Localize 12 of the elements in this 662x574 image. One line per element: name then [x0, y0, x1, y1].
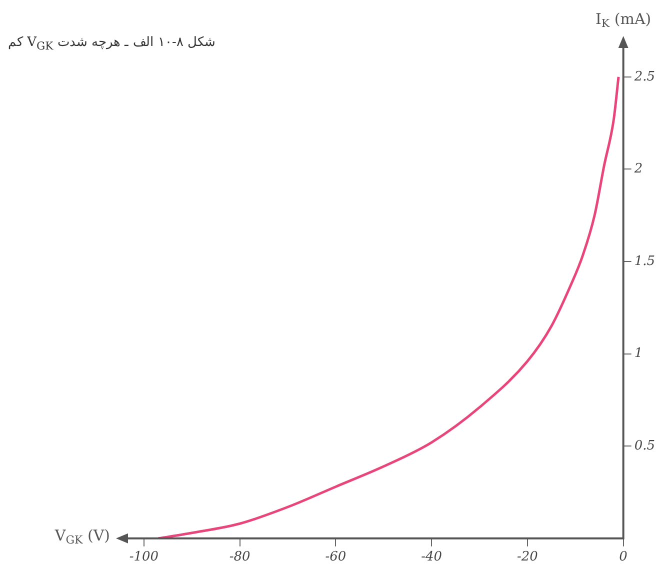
- y-tick-label: 1: [634, 346, 643, 362]
- line-series: [157, 76, 620, 538]
- x-tick-label: 0: [619, 550, 628, 565]
- x-tick-label: -40: [421, 550, 442, 565]
- x-tick-label: -20: [516, 550, 538, 565]
- y-tick-label: 2.5: [633, 69, 656, 84]
- x-tick-label: -80: [229, 550, 250, 565]
- y-tick-label: 0.5: [634, 438, 656, 454]
- x-tick-label: -100: [129, 550, 159, 565]
- y-tick-label: 2: [633, 162, 643, 177]
- x-tick-label: -60: [325, 550, 346, 565]
- y-tick-label: 1.5: [634, 254, 656, 269]
